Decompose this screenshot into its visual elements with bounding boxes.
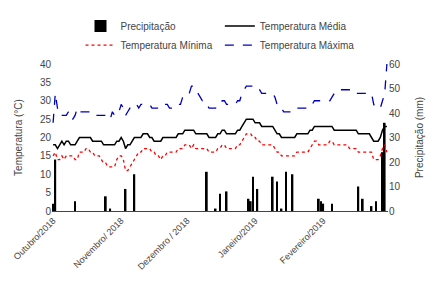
svg-text:20: 20 [389,157,401,168]
svg-text:Temperatura (°C): Temperatura (°C) [13,99,24,176]
svg-text:35: 35 [40,77,52,88]
svg-text:10: 10 [40,169,52,180]
svg-text:Outubro/2018: Outubro/2018 [12,216,58,262]
svg-text:30: 30 [40,95,52,106]
svg-text:30: 30 [389,132,401,143]
svg-text:Precipitação: Precipitação [121,21,176,32]
svg-text:Janeiro/2019: Janeiro/2019 [216,216,260,260]
svg-text:Temperatura Máxima: Temperatura Máxima [260,40,354,51]
svg-text:60: 60 [389,59,401,70]
svg-text:20: 20 [40,132,52,143]
svg-text:15: 15 [40,150,52,161]
svg-text:5: 5 [45,187,51,198]
svg-text:0: 0 [389,206,395,217]
svg-text:Temperatura Média: Temperatura Média [260,21,347,32]
svg-text:25: 25 [40,114,52,125]
svg-text:10: 10 [389,181,401,192]
svg-text:40: 40 [40,59,52,70]
svg-text:50: 50 [389,83,401,94]
svg-text:40: 40 [389,108,401,119]
svg-text:Fevereiro/2019: Fevereiro/2019 [278,216,328,266]
svg-text:Temperatura Mínima: Temperatura Mínima [121,40,213,51]
svg-text:Dezembro / 2018: Dezembro / 2018 [136,216,192,272]
svg-text:Novembro/ 2018: Novembro/ 2018 [72,216,126,270]
svg-text:0: 0 [45,206,51,217]
svg-text:Precipitação (mm): Precipitação (mm) [414,97,425,178]
